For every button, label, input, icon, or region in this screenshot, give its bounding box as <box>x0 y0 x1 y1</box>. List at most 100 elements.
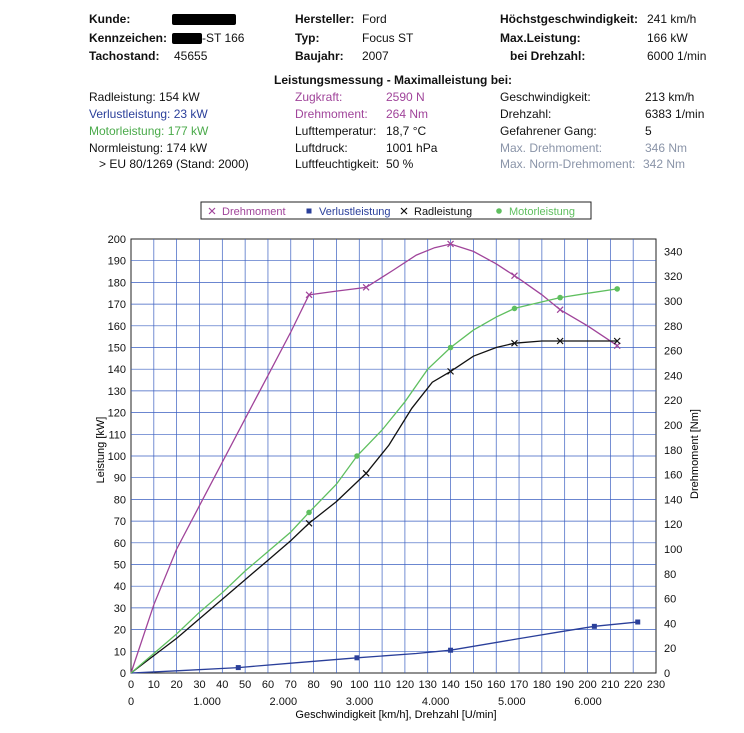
geschw-label: Geschwindigkeit: <box>500 90 591 104</box>
x-tick-label-rpm: 3.000 <box>346 696 374 708</box>
drehzahl-result-value: 6383 1/min <box>645 107 705 121</box>
y-right-tick-label: 180 <box>664 445 682 457</box>
data-point-motorleistung <box>557 294 563 301</box>
y-right-tick-label: 200 <box>664 420 682 432</box>
x-tick-label-kmh: 120 <box>396 679 414 691</box>
y-left-tick-label: 60 <box>114 538 126 550</box>
y-right-tick-label: 140 <box>664 494 682 506</box>
data-point-radleistung <box>556 337 564 345</box>
legend-marker-radleistung <box>400 207 408 215</box>
y-right-tick-label: 80 <box>664 569 676 581</box>
data-point-verlustleistung <box>235 665 241 671</box>
y-left-tick-label: 0 <box>120 668 126 680</box>
lufttemp-label: Lufttemperatur: <box>295 124 377 138</box>
y-right-tick-label: 340 <box>664 246 682 258</box>
y-left-tick-label: 90 <box>114 473 126 485</box>
y-left-tick-label: 200 <box>108 234 126 246</box>
gang-value: 5 <box>645 124 652 138</box>
y-right-axis-label: Drehmoment [Nm] <box>689 409 701 499</box>
luftfeuchte-label: Luftfeuchtigkeit: <box>295 157 380 171</box>
x-tick-label-kmh: 70 <box>285 679 297 691</box>
tachostand-value: 45655 <box>174 49 208 63</box>
data-point-drehmoment <box>556 306 564 314</box>
y-left-tick-label: 110 <box>108 429 126 441</box>
y-right-tick-label: 160 <box>664 470 682 482</box>
data-point-radleistung <box>447 367 454 375</box>
y-left-tick-label: 140 <box>108 364 126 376</box>
data-point-verlustleistung <box>354 655 360 661</box>
y-left-tick-label: 70 <box>114 516 126 528</box>
maxleistung-value: 166 kW <box>647 31 688 45</box>
luftdruck-value: 1001 hPa <box>386 141 438 155</box>
x-tick-label-rpm: 4.000 <box>422 696 450 708</box>
maxdm-label: Max. Drehmoment: <box>500 141 603 155</box>
y-right-tick-label: 60 <box>664 594 676 606</box>
series-line-drehmoment <box>130 243 618 674</box>
kennzeichen-label: Kennzeichen: <box>89 31 168 45</box>
data-point-motorleistung <box>306 509 312 516</box>
x-tick-label-kmh: 180 <box>533 679 551 691</box>
data-point-motorleistung <box>354 453 360 459</box>
y-right-tick-label: 20 <box>664 643 676 655</box>
y-right-tick-label: 120 <box>664 519 682 531</box>
legend-marker-verlustleistung <box>306 208 312 214</box>
redacted-customer <box>172 14 236 25</box>
maxleistung-label: Max.Leistung: <box>500 31 581 45</box>
y-left-tick-label: 100 <box>108 451 126 463</box>
x-tick-label-kmh: 110 <box>373 679 391 691</box>
kunde-label: Kunde: <box>89 12 131 26</box>
data-point-drehmoment <box>362 283 370 291</box>
x-tick-label-kmh: 170 <box>510 679 528 691</box>
legend-box <box>200 201 592 220</box>
vmax-value: 241 km/h <box>647 12 697 26</box>
x-tick-label-rpm: 5.000 <box>498 696 526 708</box>
x-tick-label-kmh: 60 <box>262 679 274 691</box>
data-point-radleistung <box>305 519 313 527</box>
y-left-tick-label: 10 <box>114 646 126 658</box>
y-left-tick-label: 130 <box>108 386 126 398</box>
vmax-label: Höchstgeschwindigkeit: <box>500 12 639 26</box>
legend-label-verlustleistung: Verlustleistung <box>319 206 391 218</box>
y-right-tick-label: 100 <box>664 544 682 556</box>
data-point-drehmoment <box>447 240 454 248</box>
legend-marker-drehmoment <box>208 207 216 215</box>
x-tick-label-kmh: 220 <box>624 679 642 691</box>
motorleistung-text: Motorleistung: 177 kW <box>89 124 209 138</box>
y-right-tick-label: 0 <box>664 668 670 680</box>
hersteller-value: Ford <box>362 12 387 26</box>
x-tick-label-kmh: 30 <box>193 679 205 691</box>
y-right-tick-label: 240 <box>664 370 682 382</box>
baujahr-label: Baujahr: <box>295 49 344 63</box>
zugkraft-value: 2590 N <box>386 90 425 104</box>
hersteller-label: Hersteller: <box>295 12 355 26</box>
data-point-drehmoment <box>305 291 313 299</box>
series-line-motorleistung <box>130 288 618 674</box>
x-tick-label-rpm: 0 <box>128 696 134 708</box>
x-tick-label-kmh: 40 <box>216 679 228 691</box>
data-point-verlustleistung <box>635 619 641 625</box>
kennzeichen-value: -ST 166 <box>202 31 245 45</box>
y-left-tick-label: 180 <box>108 277 126 289</box>
series-line-verlustleistung <box>130 621 638 674</box>
tachostand-label: Tachostand: <box>89 49 160 63</box>
section-title: Leistungsmessung - Maximalleistung bei: <box>274 73 513 87</box>
y-left-tick-label: 20 <box>114 625 126 637</box>
x-tick-label-kmh: 0 <box>128 679 134 691</box>
y-left-tick-label: 30 <box>114 603 126 615</box>
normleistung-text: Normleistung: 174 kW <box>89 141 208 155</box>
geschw-value: 213 km/h <box>645 90 695 104</box>
redacted-plate <box>172 33 202 44</box>
x-tick-label-kmh: 20 <box>171 679 183 691</box>
x-tick-label-kmh: 50 <box>239 679 251 691</box>
legend-label-drehmoment: Drehmoment <box>222 206 286 218</box>
maxdm-value: 346 Nm <box>645 141 688 155</box>
verlustleistung-text: Verlustleistung: 23 kW <box>89 107 208 121</box>
x-tick-label-rpm: 2.000 <box>270 696 298 708</box>
norm-text: > EU 80/1269 (Stand: 2000) <box>99 157 249 171</box>
x-tick-label-kmh: 160 <box>487 679 505 691</box>
data-point-motorleistung <box>511 305 518 312</box>
luftdruck-label: Luftdruck: <box>295 141 348 155</box>
gang-label: Gefahrener Gang: <box>500 124 597 138</box>
y-right-tick-label: 280 <box>664 321 682 333</box>
y-left-tick-label: 40 <box>114 581 126 593</box>
